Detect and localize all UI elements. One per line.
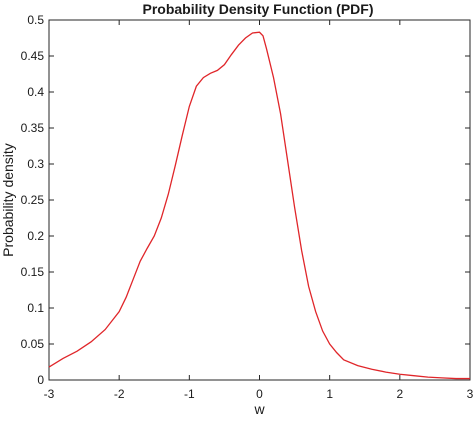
x-tick-label: -3 — [44, 387, 55, 401]
y-tick-label: 0.45 — [21, 49, 45, 63]
x-tick-label: -2 — [114, 387, 125, 401]
y-tick-label: 0.2 — [27, 229, 44, 243]
y-tick-label: 0.4 — [27, 85, 44, 99]
x-tick-label: 0 — [256, 387, 263, 401]
pdf-series-line — [48, 31, 470, 380]
x-tick-label: 2 — [396, 387, 403, 401]
y-tick-label: 0.25 — [21, 193, 45, 207]
y-axis-label: Probability density — [0, 143, 16, 257]
plot-area-frame — [48, 19, 471, 381]
axis-tick-labels: -3 -2 -1 0 1 2 3 0 0.05 0.1 0.15 0.2 0.25 0.3 0.35 0.4 0… — [21, 13, 474, 401]
y-tick-label: 0 — [37, 373, 44, 387]
x-tick-label: -1 — [184, 387, 195, 401]
x-axis-label: w — [253, 401, 265, 417]
y-tick-label: 0.05 — [21, 337, 45, 351]
y-tick-label: 0.35 — [21, 121, 45, 135]
x-tick-label: 3 — [467, 387, 474, 401]
y-tick-label: 0.1 — [27, 301, 44, 315]
chart-title: Probability Density Function (PDF) — [142, 1, 373, 17]
y-tick-label: 0.5 — [27, 13, 44, 27]
y-tick-label: 0.3 — [27, 157, 44, 171]
x-tick-label: 1 — [326, 387, 333, 401]
y-tick-label: 0.15 — [21, 265, 45, 279]
axis-ticks — [48, 19, 471, 381]
